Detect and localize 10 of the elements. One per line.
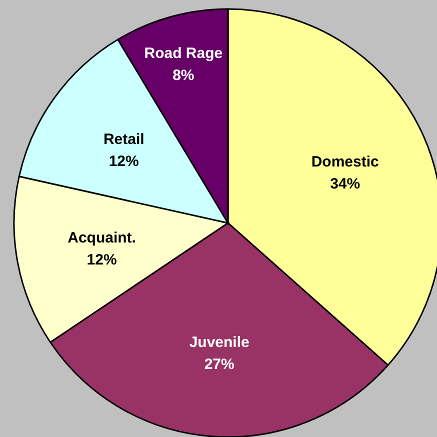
slice-label: Domestic xyxy=(311,153,379,170)
data-label: 27% xyxy=(204,356,234,374)
slice-label: Acquaint. xyxy=(68,230,136,247)
slice-label: Road Rage xyxy=(144,45,223,62)
data-label: 8% xyxy=(172,67,194,84)
data-label: 12% xyxy=(86,252,117,269)
slice-label: Juvenile xyxy=(189,334,250,352)
slice-label: Retail xyxy=(103,130,144,148)
data-label: 12% xyxy=(108,152,139,170)
data-label: 34% xyxy=(330,175,360,192)
